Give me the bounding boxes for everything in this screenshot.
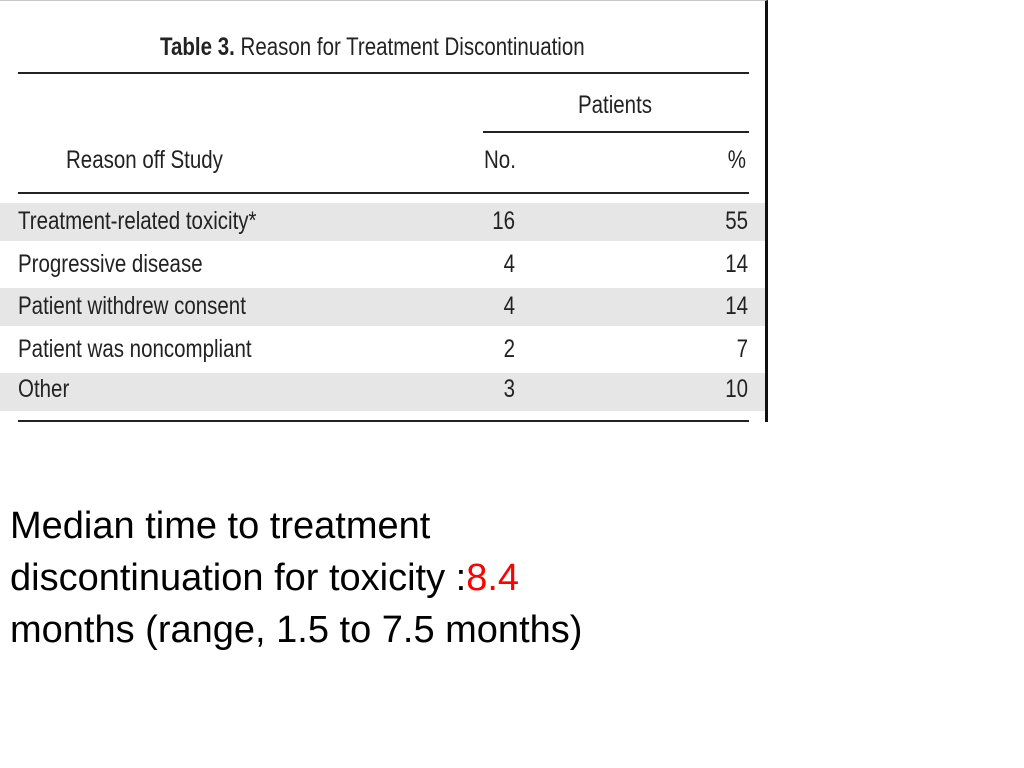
row-no: 4 xyxy=(503,292,515,320)
row-no: 2 xyxy=(503,335,515,363)
row-reason: Progressive disease xyxy=(18,250,203,278)
row-reason: Treatment-related toxicity* xyxy=(18,207,257,235)
caption-line: discontinuation for toxicity :8.4 xyxy=(10,552,1010,604)
row-percent: 55 xyxy=(725,207,748,235)
header-rule xyxy=(18,192,749,194)
top-rule xyxy=(18,72,749,74)
table-panel: Table 3. Reason for Treatment Discontinu… xyxy=(0,0,768,422)
row-percent: 10 xyxy=(725,375,748,403)
row-reason: Other xyxy=(18,375,70,403)
table-row-shading xyxy=(0,373,765,411)
table-number: Table 3. xyxy=(160,33,235,61)
row-no: 3 xyxy=(503,375,515,403)
median-time-value: 8.4 xyxy=(466,557,520,599)
row-no: 4 xyxy=(503,250,515,278)
column-header-reason: Reason off Study xyxy=(66,146,223,174)
row-percent: 14 xyxy=(725,292,748,320)
row-no: 16 xyxy=(492,207,515,235)
bottom-rule xyxy=(18,420,749,422)
table-title: Table 3. Reason for Treatment Discontinu… xyxy=(160,33,585,62)
row-reason: Patient was noncompliant xyxy=(18,335,252,363)
row-percent: 7 xyxy=(736,335,748,363)
row-reason: Patient withdrew consent xyxy=(18,292,246,320)
caption-line: months (range, 1.5 to 7.5 months) xyxy=(10,609,583,651)
table-row-shading xyxy=(0,288,765,326)
patients-group-header: Patients xyxy=(577,91,653,119)
table-row-shading xyxy=(0,203,765,241)
patients-group-rule xyxy=(483,131,749,133)
caption-line: Median time to treatment xyxy=(10,505,431,547)
row-percent: 14 xyxy=(725,250,748,278)
column-header-no: No. xyxy=(484,146,516,174)
table-title-text: Reason for Treatment Discontinuation xyxy=(234,33,585,61)
caption-text: Median time to treatment discontinuation… xyxy=(10,500,1010,656)
caption-line-prefix: discontinuation for toxicity : xyxy=(10,557,467,599)
column-header-percent: % xyxy=(727,146,746,174)
